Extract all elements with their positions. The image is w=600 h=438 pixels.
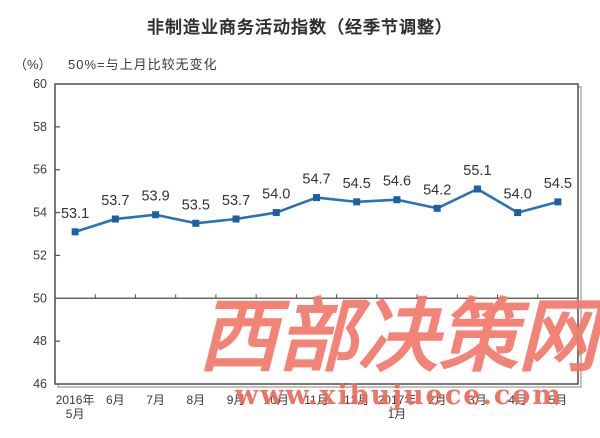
y-axis-label: 46 bbox=[33, 377, 47, 391]
plot-frame bbox=[54, 83, 579, 385]
data-label: 53.5 bbox=[182, 197, 210, 213]
data-point bbox=[152, 211, 160, 219]
data-point bbox=[232, 215, 240, 223]
data-point bbox=[313, 194, 320, 202]
data-point bbox=[192, 219, 200, 227]
data-point bbox=[433, 204, 441, 212]
data-label: 53.9 bbox=[141, 189, 169, 205]
y-axis-label: 48 bbox=[33, 334, 47, 348]
y-axis-label: 58 bbox=[33, 120, 47, 134]
x-axis-label: 9月 bbox=[227, 393, 246, 407]
data-label: 54.5 bbox=[343, 176, 371, 192]
data-point bbox=[111, 215, 119, 223]
x-axis-label: 8月 bbox=[186, 393, 205, 407]
x-axis-label: 10月 bbox=[264, 393, 289, 407]
x-axis-label: 6月 bbox=[106, 393, 125, 407]
data-point bbox=[353, 198, 361, 206]
data-label: 54.7 bbox=[302, 172, 330, 188]
data-point bbox=[473, 185, 481, 193]
y-axis-label: 50 bbox=[33, 291, 47, 305]
chart-subtitle: 50%=与上月比较无变化 bbox=[68, 57, 218, 72]
y-axis-label: 56 bbox=[33, 163, 47, 177]
y-axis-unit-label: （%） bbox=[14, 57, 52, 72]
data-label: 55.1 bbox=[463, 163, 491, 179]
data-point bbox=[393, 196, 401, 204]
data-label: 53.7 bbox=[222, 193, 250, 209]
data-point bbox=[71, 228, 79, 236]
x-axis-label: 2月 bbox=[428, 393, 447, 407]
data-label: 54.5 bbox=[544, 176, 572, 192]
data-label: 54.0 bbox=[504, 187, 532, 203]
x-axis-label: 12月 bbox=[344, 393, 369, 407]
x-axis-label: 2016年 5月 bbox=[56, 393, 95, 421]
y-axis-label: 52 bbox=[33, 248, 47, 262]
y-axis-label: 60 bbox=[33, 77, 47, 91]
data-point bbox=[514, 209, 522, 217]
data-label: 53.7 bbox=[101, 193, 129, 209]
x-axis-label: 4月 bbox=[508, 393, 527, 407]
data-point bbox=[554, 198, 562, 206]
y-axis-label: 54 bbox=[33, 206, 47, 220]
chart-title: 非制造业商务活动指数（经季节调整） bbox=[147, 18, 453, 37]
x-axis-label: 11月 bbox=[304, 393, 328, 407]
data-point bbox=[272, 209, 280, 217]
x-axis-label: 2017年 1月 bbox=[378, 393, 417, 421]
data-label: 54.6 bbox=[383, 174, 411, 190]
data-label: 53.1 bbox=[61, 206, 89, 222]
x-axis-label: 5月 bbox=[549, 393, 568, 407]
data-label: 54.2 bbox=[423, 182, 451, 198]
data-label: 54.0 bbox=[262, 187, 290, 203]
x-axis-label: 7月 bbox=[146, 393, 165, 407]
x-axis-label: 3月 bbox=[468, 393, 487, 407]
